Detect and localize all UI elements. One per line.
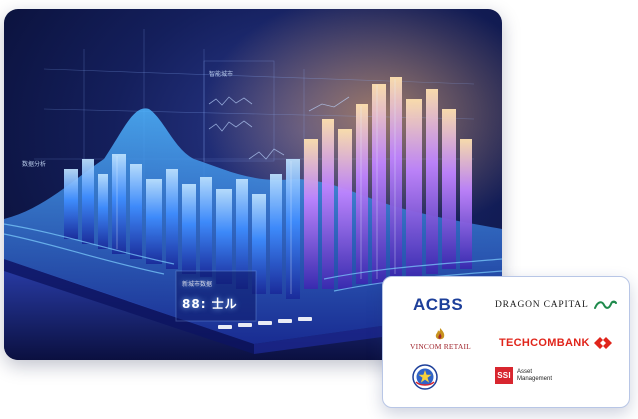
ssi-caption-line2: Management [517,375,553,382]
tall-towers [304,77,472,289]
ssi-caption: Asset Management [517,369,552,383]
building-highlights [116,79,396,294]
hud-side-label-left: 数据分析 [22,161,47,168]
ssi-mark: SSI [495,367,513,384]
vincom-flame-icon [436,328,445,340]
dragon-capital-wordmark: DRAGON CAPITAL [495,300,589,310]
round-seal-logo [412,364,438,390]
techcombank-diamond-icon [593,337,612,349]
techcombank-wordmark: TECHCOMBANK [499,337,590,349]
partner-logos-card: ACBS DRAGON CAPITAL VINCOM RETAIL TECHCO… [382,276,630,408]
ssi-caption-line1: Asset [517,368,533,375]
hud-side-label-mid: 智能城市 [209,71,234,78]
city-data-illustration [4,9,502,360]
hud-value: 88: 士ル [182,297,238,311]
dragon-capital-logo: DRAGON CAPITAL [495,298,617,312]
platform-panel [175,270,312,329]
seal-emblem-icon [412,364,438,390]
hud-caption: 新城市数据 [182,281,213,288]
hud-mini-charts [208,96,350,160]
vincom-wordmark: VINCOM RETAIL [410,342,471,351]
ssi-asset-management-logo: SSI Asset Management [495,367,552,384]
hero-image-smart-city: 新城市数据 88: 士ル 数据分析 智能城市 [4,9,502,360]
techcombank-logo: TECHCOMBANK [499,337,612,349]
acbs-wordmark: ACBS [413,295,464,314]
acbs-logo: ACBS [413,295,463,315]
dragon-icon [593,300,617,309]
vincom-retail-logo: VINCOM RETAIL [410,327,471,351]
blue-buildings [64,154,300,299]
